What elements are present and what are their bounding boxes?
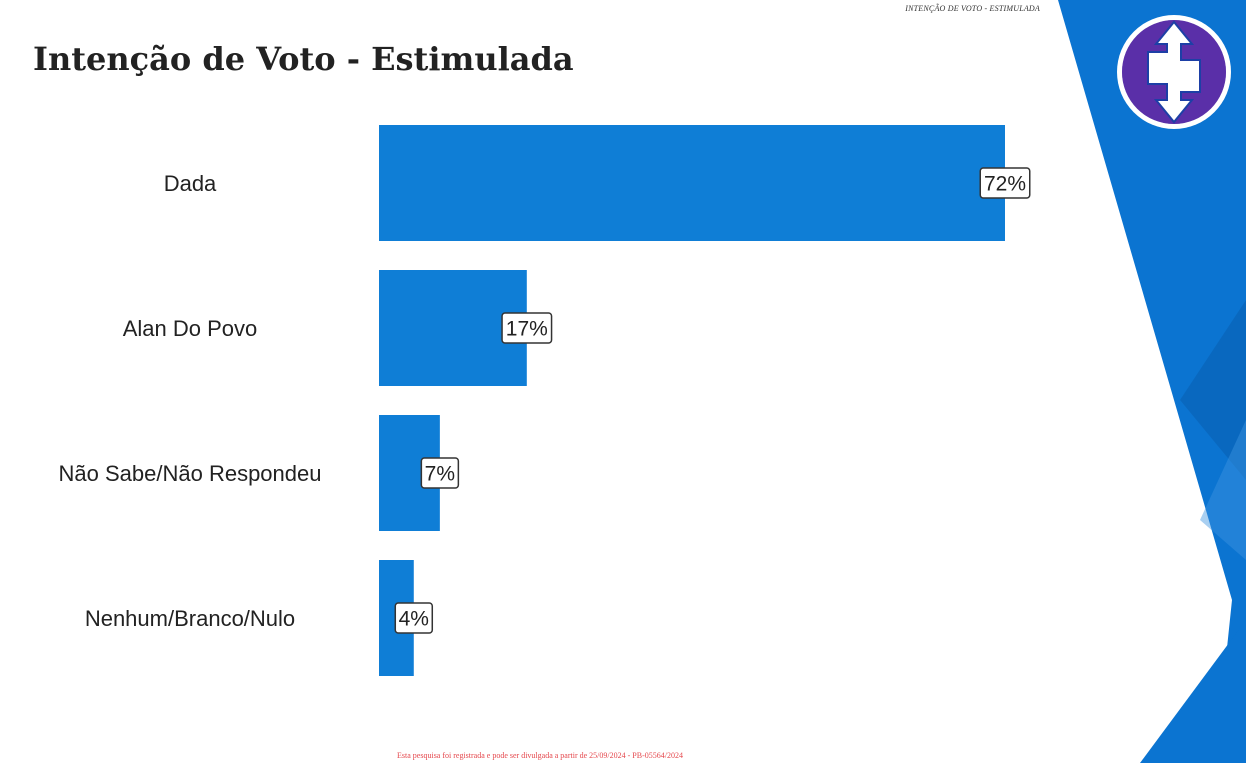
header-tag: INTENÇÃO DE VOTO - ESTIMULADA xyxy=(905,4,1040,13)
band-facet xyxy=(1200,420,1246,560)
chart-title: Intenção de Voto - Estimulada xyxy=(33,40,574,78)
category-label: Nenhum/Branco/Nulo xyxy=(85,606,295,631)
double-arrow-s-logo xyxy=(1117,15,1231,129)
band-corner xyxy=(1140,620,1246,763)
category-label: Não Sabe/Não Respondeu xyxy=(59,461,322,486)
footer-note: Esta pesquisa foi registrada e pode ser … xyxy=(397,751,683,760)
data-label: 4% xyxy=(399,608,429,631)
data-label: 17% xyxy=(506,318,548,341)
blue-side-band xyxy=(1058,0,1246,763)
band-facet xyxy=(1180,300,1246,480)
category-label: Dada xyxy=(164,171,217,196)
data-label-box xyxy=(394,602,434,634)
data-label-box xyxy=(501,312,553,344)
bar xyxy=(379,125,1005,241)
data-label-box xyxy=(979,167,1031,199)
data-label: 7% xyxy=(425,463,455,486)
category-label: Alan Do Povo xyxy=(123,316,258,341)
data-label-box xyxy=(420,457,460,489)
data-label: 72% xyxy=(984,173,1026,196)
